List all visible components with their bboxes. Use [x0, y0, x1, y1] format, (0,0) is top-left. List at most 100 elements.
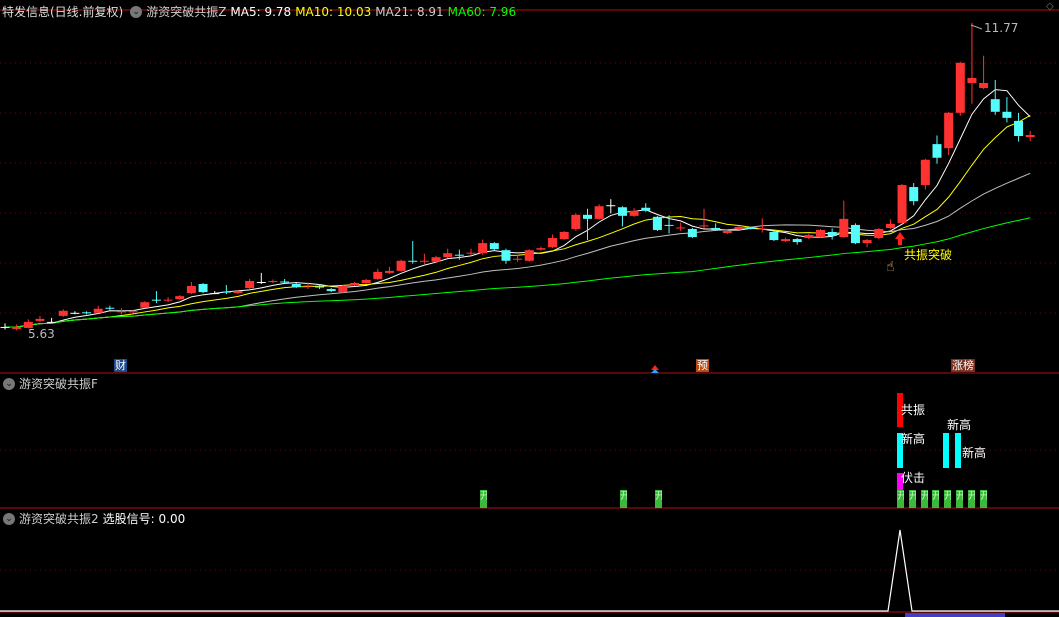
candle-body [874, 228, 884, 239]
candle-body [175, 296, 185, 300]
candle [652, 215, 662, 231]
candle-body [967, 77, 977, 83]
up-arrow-icon [651, 369, 659, 373]
candle [897, 184, 907, 224]
bar-kai [980, 490, 987, 508]
candle [315, 284, 325, 290]
candle [198, 283, 208, 294]
candle-body [315, 286, 325, 288]
candle [536, 246, 546, 251]
bar-kai [921, 490, 928, 508]
candle-body [431, 257, 441, 262]
candle-body [501, 250, 511, 261]
candle [140, 301, 150, 309]
candle-body [885, 223, 895, 228]
candle-body [548, 238, 558, 248]
candle-body [979, 83, 989, 89]
candle [874, 227, 884, 240]
candle-body [58, 310, 68, 316]
candle-body [140, 302, 150, 308]
candle [1025, 130, 1035, 142]
label-xingao: 新高 [901, 432, 926, 446]
candle-body [1025, 135, 1035, 138]
candle [804, 234, 814, 240]
candle [524, 249, 534, 262]
main-header: 特发信息(日线.前复权) ⌄ 游资突破共振Z MA5: 9.78 MA10: 1… [0, 4, 516, 20]
diamond-icon[interactable]: ◇ [1046, 1, 1054, 12]
label-kai: 开 [921, 491, 928, 502]
candle-body [652, 216, 662, 230]
candle-body [862, 240, 872, 244]
panel-2-title[interactable]: 游资突破共振2 [19, 512, 99, 526]
chevron-down-icon[interactable]: ⌄ [130, 6, 143, 18]
marker-finance[interactable]: 财 [114, 359, 127, 372]
low-price-label: 5.63 [28, 327, 55, 341]
label-kai: 开 [897, 491, 904, 502]
candle-body [23, 321, 33, 328]
candle [419, 253, 429, 264]
panel-2-signal [0, 529, 1059, 617]
label-kai: 开 [909, 491, 916, 502]
candle [23, 319, 33, 329]
candle-body [1014, 120, 1024, 137]
ma10-line [5, 115, 1031, 328]
candle-body [583, 214, 592, 219]
candle-body [221, 291, 231, 293]
candle [979, 55, 989, 90]
candle-body [641, 207, 651, 211]
candle-body [478, 243, 488, 254]
indicator-name[interactable]: 游资突破共振Z [146, 5, 227, 19]
candle-body [757, 228, 767, 230]
candle [617, 206, 627, 227]
candle-body [699, 225, 709, 227]
label-gongzhen: 共振 [901, 403, 926, 417]
candle-body [606, 205, 616, 207]
candle-body [0, 326, 10, 328]
bar-xingao [943, 433, 949, 468]
panel-f-title[interactable]: 游资突破共振F [19, 377, 98, 391]
ma10-value: MA10: 10.03 [295, 5, 372, 19]
candle [280, 278, 290, 283]
candle-body [734, 226, 744, 229]
candle [489, 242, 499, 251]
candle [757, 218, 767, 233]
candle [82, 311, 92, 315]
bar-xingao [897, 433, 903, 468]
candle [606, 199, 616, 214]
up-arrow-icon [651, 365, 659, 370]
candle [571, 213, 581, 231]
candle [256, 272, 266, 285]
candle [117, 308, 126, 315]
candle-body [955, 62, 965, 113]
bar-kai [897, 490, 904, 508]
ma5-line [5, 89, 1031, 328]
chevron-down-icon[interactable]: ⌄ [3, 513, 15, 525]
signal-bar [905, 613, 1005, 617]
candle [35, 315, 45, 323]
marker-limit-up-list[interactable]: 涨榜 [951, 359, 975, 372]
candle-body [932, 144, 942, 158]
candle-body [82, 312, 92, 314]
candle [431, 255, 441, 263]
marker-forecast[interactable]: 预 [696, 359, 709, 372]
label-kai: 开 [980, 491, 987, 502]
candle-body [163, 299, 173, 301]
candle-body [664, 224, 674, 226]
bar-fuji [897, 473, 903, 490]
candle [384, 266, 394, 274]
candle [734, 225, 744, 230]
bar-kai [968, 490, 975, 508]
signal-label: 共振突破 [904, 248, 953, 262]
candle [478, 239, 488, 255]
candle-body [920, 159, 930, 186]
ma60-line [5, 217, 1031, 328]
candle [862, 239, 872, 248]
bar-kai [956, 490, 963, 508]
candle-body [629, 210, 639, 216]
candle [629, 208, 639, 217]
candle [955, 61, 965, 116]
candle-body [687, 228, 697, 238]
panel-f-bars [480, 393, 987, 508]
chevron-down-icon[interactable]: ⌄ [3, 378, 15, 390]
